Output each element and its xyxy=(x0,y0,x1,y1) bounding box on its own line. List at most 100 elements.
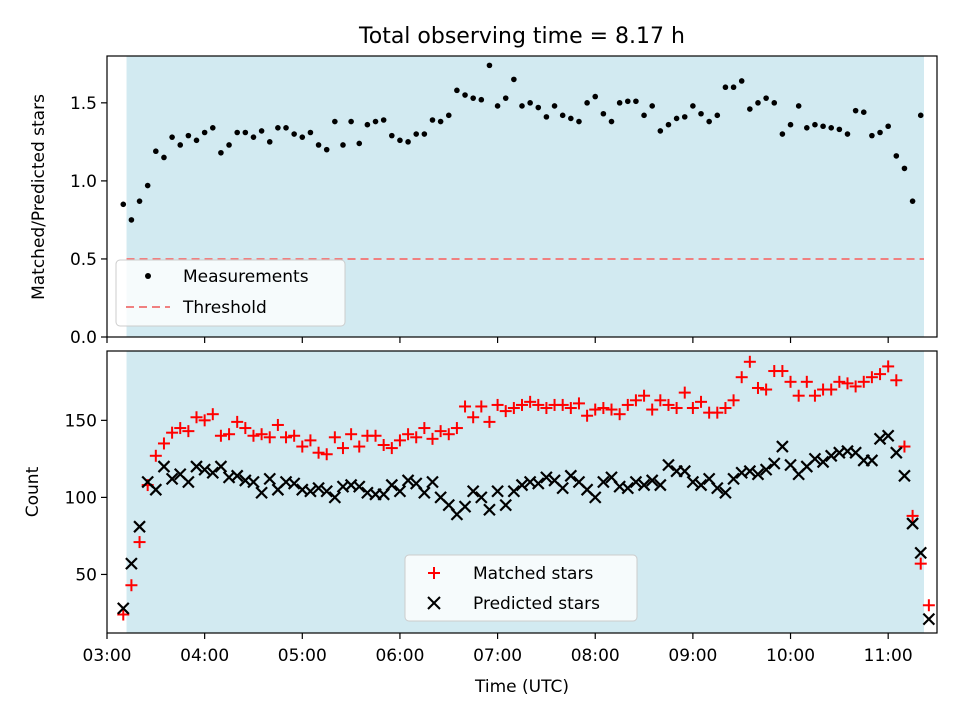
matched-star-point xyxy=(532,398,545,411)
matched-star-point xyxy=(206,408,219,421)
matched-star-point xyxy=(572,397,585,410)
measurement-point xyxy=(413,131,420,137)
measurement-point xyxy=(657,128,664,134)
matched-star-point xyxy=(369,429,382,442)
measurement-point xyxy=(494,103,501,109)
matched-star-point xyxy=(890,374,903,387)
matched-star-point xyxy=(280,431,293,444)
matched-star-point xyxy=(231,415,244,428)
predicted-star-point xyxy=(287,477,301,490)
measurement-point xyxy=(144,182,151,189)
measurement-point xyxy=(690,103,696,109)
measurement-point xyxy=(836,126,843,133)
predicted-star-point xyxy=(458,500,472,513)
measurement-point xyxy=(250,134,257,140)
measurement-point xyxy=(665,121,672,128)
matched-star-point xyxy=(320,448,333,461)
top-axes-frame xyxy=(106,55,938,338)
measurement-point xyxy=(266,139,273,145)
y-tick-label: 100 xyxy=(65,488,97,508)
matched-star-point xyxy=(751,381,764,394)
predicted-star-point xyxy=(515,478,529,492)
bottom-axes-frame xyxy=(106,350,938,634)
measurement-point xyxy=(852,107,859,114)
measurement-point xyxy=(706,118,712,125)
predicted-star-point xyxy=(149,483,163,496)
matched-star-point xyxy=(418,422,431,435)
measurement-point xyxy=(641,112,647,119)
x-tick-label: 06:00 xyxy=(375,646,424,666)
measurement-point xyxy=(576,118,582,125)
predicted-star-point xyxy=(873,432,887,446)
matched-star-point xyxy=(727,394,740,407)
measurement-point xyxy=(323,146,330,153)
measurement-point xyxy=(633,98,639,105)
measurement-point xyxy=(730,84,737,91)
matched-star-point xyxy=(792,389,805,402)
matched-star-point xyxy=(402,428,415,441)
predicted-star-point xyxy=(678,464,692,478)
matched-star-point xyxy=(638,389,651,402)
predicted-star-point xyxy=(499,498,513,512)
predicted-star-point xyxy=(466,484,480,498)
measurement-point xyxy=(828,125,835,131)
predicted-star-point xyxy=(906,517,919,530)
measurement-point xyxy=(511,76,517,83)
predicted-star-point xyxy=(190,460,203,473)
predicted-star-point xyxy=(116,602,130,615)
matched-star-point xyxy=(711,406,724,419)
measurement-point xyxy=(169,134,175,140)
predicted-star-point xyxy=(483,503,496,516)
measurement-point xyxy=(372,118,379,125)
matched-star-point xyxy=(808,389,821,402)
measurement-point xyxy=(527,100,533,106)
matched-star-point xyxy=(882,360,895,373)
predicted-star-point xyxy=(597,475,610,489)
predicted-stars-points xyxy=(116,429,936,626)
x-tick-label: 03:00 xyxy=(83,646,132,666)
predicted-star-point xyxy=(816,455,830,469)
predicted-star-point xyxy=(263,472,277,486)
matched-star-point xyxy=(353,440,366,453)
legend-predicted-label: Predicted stars xyxy=(473,594,600,614)
predicted-star-point xyxy=(491,484,504,498)
measurement-point xyxy=(502,95,509,101)
predicted-star-point xyxy=(898,469,911,483)
measurement-point xyxy=(120,201,127,208)
predicted-star-point xyxy=(312,481,325,495)
x-tick-label: 07:00 xyxy=(473,646,522,666)
matched-star-point xyxy=(621,398,634,411)
matched-star-point xyxy=(410,431,423,444)
predicted-star-point xyxy=(418,486,431,500)
measurement-point xyxy=(258,128,265,134)
predicted-star-point xyxy=(304,484,317,498)
matched-star-point xyxy=(247,429,260,442)
measurement-point xyxy=(136,198,143,204)
measurement-point xyxy=(283,125,289,131)
matched-star-point xyxy=(849,380,862,393)
predicted-star-point xyxy=(475,491,488,504)
matched-star-point xyxy=(328,431,341,444)
measurement-point xyxy=(698,110,704,117)
legend-threshold-label: Threshold xyxy=(182,298,267,318)
measurement-point xyxy=(624,98,631,105)
matched-stars-points xyxy=(117,355,935,621)
top-legend: Measurements Threshold xyxy=(115,259,346,327)
matched-star-point xyxy=(393,434,406,447)
measurement-point xyxy=(909,198,916,204)
matched-star-point xyxy=(304,434,317,447)
measurement-point xyxy=(535,104,542,111)
measurement-point xyxy=(787,121,794,128)
predicted-star-point xyxy=(531,477,545,490)
matched-star-point xyxy=(467,411,480,424)
matched-star-point xyxy=(662,398,675,411)
measurement-point xyxy=(226,142,232,148)
matched-star-point xyxy=(166,426,179,439)
matched-star-point xyxy=(800,375,813,388)
measurement-point xyxy=(885,123,891,130)
top-panel: Total observing time = 8.17 h 0.0 0.5 1.0 1… xyxy=(29,24,938,348)
measurement-point xyxy=(275,125,281,131)
matched-star-point xyxy=(475,400,488,413)
matched-star-point xyxy=(499,405,512,418)
